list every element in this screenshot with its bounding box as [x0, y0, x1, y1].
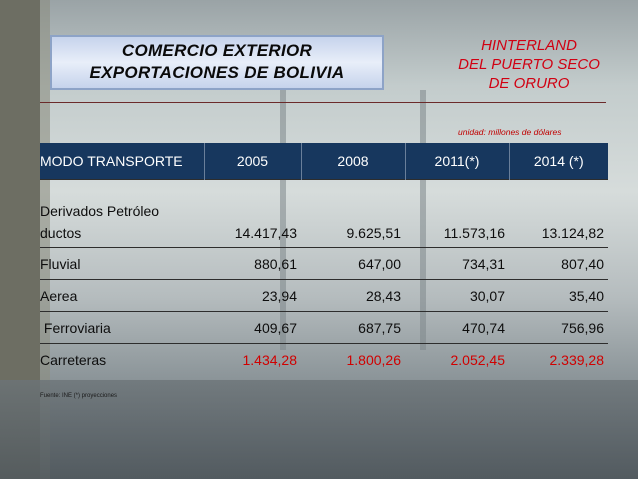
table-cell: 807,40	[509, 247, 608, 280]
row-label: Ferroviaria	[40, 311, 204, 344]
subtitle-line-1: HINTERLAND	[481, 37, 577, 54]
table-header-row: MODO TRANSPORTE 2005 2008 2011(*) 2014 (…	[40, 143, 608, 180]
table-cell: 35,40	[509, 279, 608, 312]
row-label: Derivados Petróleo ductos	[40, 179, 204, 248]
table-cell: 470,74	[405, 311, 509, 344]
table-cell: 647,00	[301, 247, 405, 280]
table-cell: 23,94	[204, 279, 301, 312]
table-cell: 687,75	[301, 311, 405, 344]
header-2008: 2008	[301, 143, 406, 180]
table-cell: 14.417,43	[204, 179, 301, 248]
table-cell: 13.124,82	[509, 179, 608, 248]
row-label-line-1: Derivados Petróleo	[40, 203, 160, 219]
table-cell-highlight: 2.339,28	[509, 343, 608, 375]
table-row: Fluvial 880,61 647,00 734,31 807,40	[40, 247, 608, 280]
table-cell: 409,67	[204, 311, 301, 344]
table-row: Aerea 23,94 28,43 30,07 35,40	[40, 279, 608, 312]
subtitle-line-2: DEL PUERTO SECO	[458, 56, 600, 73]
unit-note: unidad: millones de dólares	[458, 127, 562, 137]
title-line-1: COMERCIO EXTERIOR	[121, 41, 313, 60]
table-cell: 880,61	[204, 247, 301, 280]
header-2011: 2011(*)	[405, 143, 510, 180]
table-cell-highlight: 2.052,45	[405, 343, 509, 375]
source-note: Fuente: INE (*) proyecciones	[40, 393, 118, 399]
title-box: COMERCIO EXTERIOR EXPORTACIONES DE BOLIV…	[50, 35, 384, 90]
table-cell: 734,31	[405, 247, 509, 280]
row-label: Fluvial	[40, 247, 204, 280]
subtitle-line-3: DE ORURO	[488, 75, 570, 92]
table-cell-highlight: 1.800,26	[301, 343, 405, 375]
title-line-2: EXPORTACIONES DE BOLIVIA	[89, 63, 345, 82]
table-row: Carreteras 1.434,28 1.800,26 2.052,45 2.…	[40, 343, 608, 375]
table-row: Ferroviaria 409,67 687,75 470,74 756,96	[40, 311, 608, 344]
row-label: Carreteras	[40, 343, 204, 375]
row-label-line-2: ductos	[40, 225, 82, 241]
divider-line	[40, 102, 606, 103]
hinterland-subtitle: HINTERLAND DEL PUERTO SECO DE ORURO	[444, 36, 614, 93]
background-sea	[0, 380, 638, 479]
table-cell: 30,07	[405, 279, 509, 312]
row-label: Aerea	[40, 279, 204, 312]
header-2005: 2005	[204, 143, 302, 180]
table-cell: 11.573,16	[405, 179, 509, 248]
table-cell: 28,43	[301, 279, 405, 312]
header-modo-transporte: MODO TRANSPORTE	[40, 143, 205, 180]
table-cell: 756,96	[509, 311, 608, 344]
table-cell: 9.625,51	[301, 179, 405, 248]
exports-table: MODO TRANSPORTE 2005 2008 2011(*) 2014 (…	[40, 143, 608, 375]
header-2014: 2014 (*)	[509, 143, 608, 180]
table-row: Derivados Petróleo ductos 14.417,43 9.62…	[40, 179, 608, 248]
table-cell-highlight: 1.434,28	[204, 343, 301, 375]
